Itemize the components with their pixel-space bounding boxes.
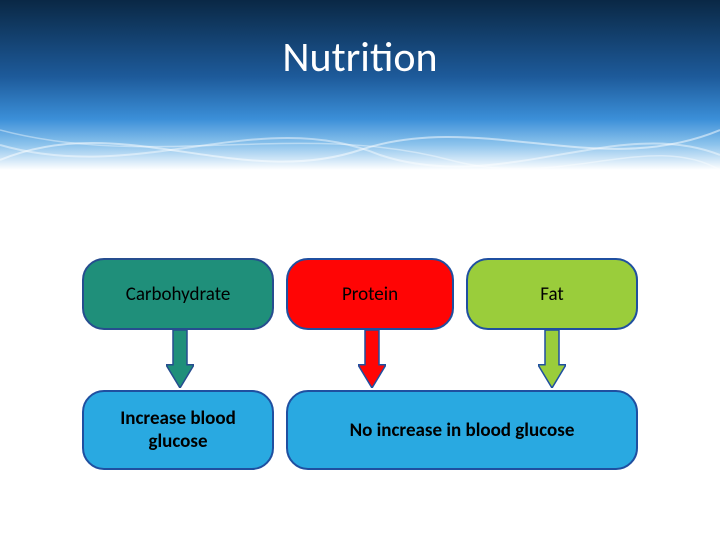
box-fat: Fat xyxy=(466,258,638,330)
arrow-protein xyxy=(358,330,386,388)
slide-title: Nutrition xyxy=(0,32,720,83)
box-carbohydrate-label: Carbohydrate xyxy=(126,283,231,306)
box-fat-label: Fat xyxy=(540,283,564,306)
box-no-increase-glucose-label: No increase in blood glucose xyxy=(350,419,575,442)
box-increase-glucose: Increase blood glucose xyxy=(82,390,274,470)
slide: Nutrition Carbohydrate Protein Fat Incre… xyxy=(0,0,720,540)
arrow-fat xyxy=(538,330,566,388)
box-protein-label: Protein xyxy=(342,283,398,306)
box-protein: Protein xyxy=(286,258,454,330)
box-carbohydrate: Carbohydrate xyxy=(82,258,274,330)
arrow-carb xyxy=(166,330,194,388)
box-no-increase-glucose: No increase in blood glucose xyxy=(286,390,638,470)
box-increase-glucose-label: Increase blood glucose xyxy=(120,407,236,453)
header-wave xyxy=(0,100,720,190)
